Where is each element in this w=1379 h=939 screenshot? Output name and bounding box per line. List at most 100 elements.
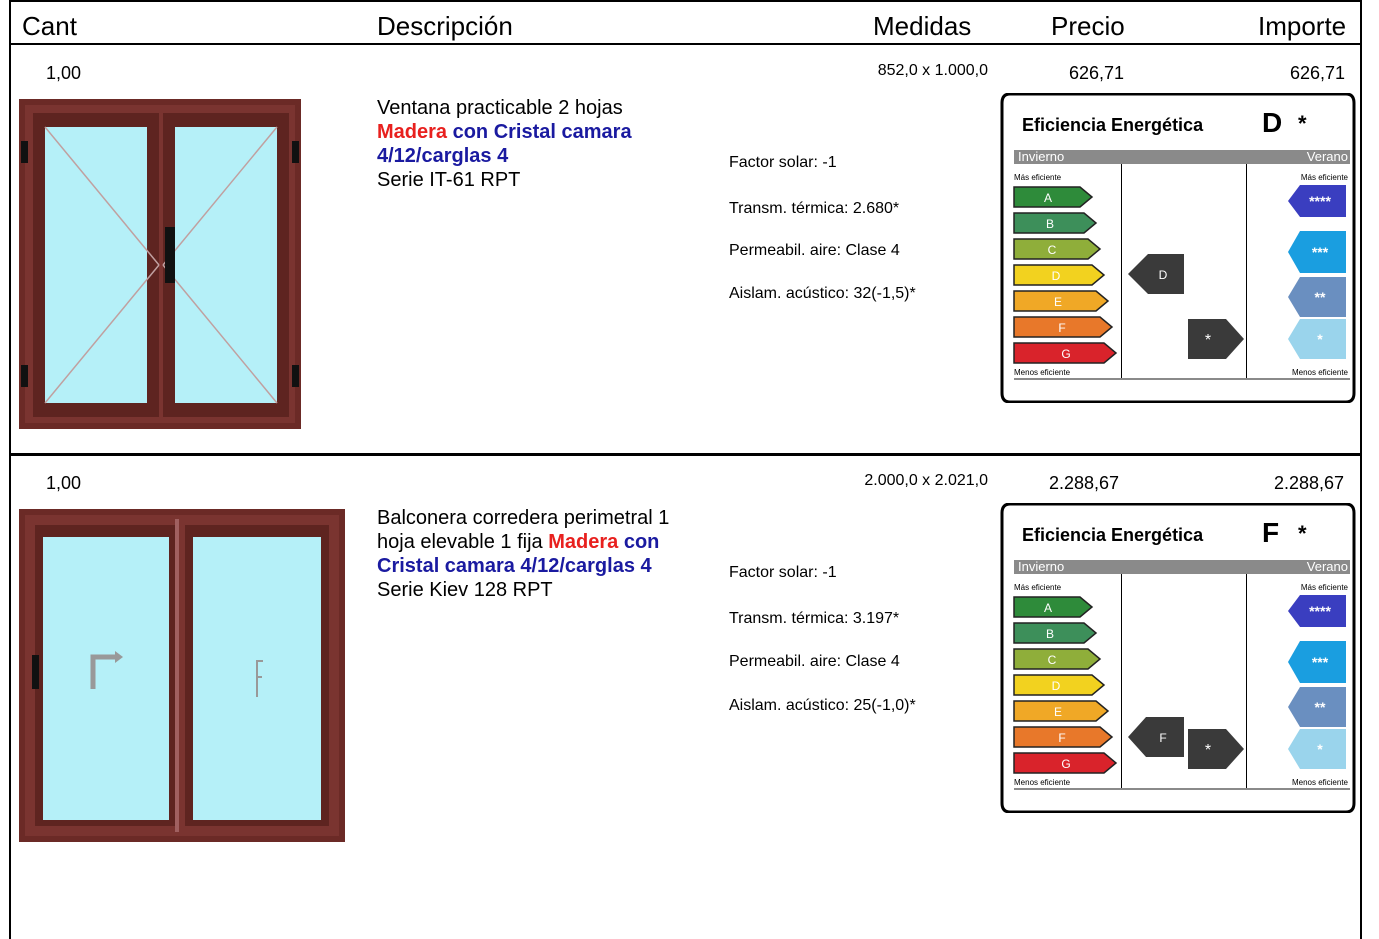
bottom-rule — [1014, 788, 1350, 790]
summer-class-3-text: *** — [1312, 244, 1329, 260]
divider-right — [1246, 164, 1247, 378]
acoustic-insulation: Aislam. acústico: 32(-1,5)* — [729, 285, 916, 302]
solar-factor: Factor solar: -1 — [729, 154, 837, 171]
energy-scale: A B C D E F G **** *** ** * D * — [1013, 185, 1346, 364]
summer-class-2: ** — [1288, 277, 1346, 317]
least-efficient-right: Menos eficiente — [1291, 368, 1348, 377]
winter-class-d-text: D — [1052, 679, 1061, 693]
winter-class-a: A — [1013, 186, 1094, 208]
thermal-transmittance: Transm. térmica: 2.680* — [729, 200, 900, 217]
winter-class-a-text: A — [1044, 601, 1052, 615]
air-permeability: Permeabil. aire: Clase 4 — [729, 653, 900, 670]
winter-pointer: D — [1128, 254, 1184, 294]
summer-class-2-text: ** — [1315, 699, 1326, 715]
header-cant: Cant — [22, 11, 77, 41]
summer-label: Verano — [1306, 559, 1348, 574]
item-price: 2.288,67 — [1049, 473, 1120, 493]
least-efficient-right: Menos eficiente — [1291, 778, 1348, 787]
summer-class-3: *** — [1288, 231, 1346, 273]
acoustic-insulation: Aislam. acústico: 25(-1,0)* — [729, 697, 916, 714]
bottom-rule — [1014, 378, 1350, 380]
winter-class-e-text: E — [1054, 295, 1062, 309]
item-description: Ventana practicable 2 hojas Madera con C… — [377, 96, 707, 192]
winter-class-c-text: C — [1048, 653, 1057, 667]
window-image — [19, 509, 345, 842]
winter-class-d: D — [1013, 674, 1106, 696]
summer-pointer: * — [1188, 729, 1244, 769]
summer-class-1-text: * — [1317, 331, 1323, 347]
summer-class-4-text: **** — [1309, 603, 1331, 619]
winter-class-c: C — [1013, 648, 1102, 670]
least-efficient-left: Menos eficiente — [1014, 368, 1071, 377]
divider-right — [1246, 574, 1247, 788]
winter-class-c: C — [1013, 238, 1102, 260]
summer-class-1-text: * — [1317, 741, 1323, 757]
winter-class-g-text: G — [1061, 757, 1070, 771]
winter-pointer: F — [1128, 717, 1184, 757]
winter-class-b: B — [1013, 212, 1098, 234]
season-bar — [1014, 560, 1350, 574]
item-total: 626,71 — [1290, 63, 1346, 83]
energy-label: Eficiencia Energética D * Invierno Veran… — [1000, 93, 1356, 403]
summer-pointer-text: * — [1205, 332, 1211, 349]
material-label: Madera — [548, 531, 619, 553]
summer-pointer-text: * — [1205, 742, 1211, 759]
thermal-transmittance: Transm. térmica: 3.197* — [729, 610, 900, 627]
header-precio: Precio — [1051, 11, 1125, 41]
item-price: 626,71 — [1069, 63, 1125, 83]
winter-class-d-text: D — [1052, 269, 1061, 283]
series-label: Serie IT-61 RPT — [377, 169, 521, 191]
summer-pointer: * — [1188, 319, 1244, 359]
season-bar — [1014, 150, 1350, 164]
winter-class-b-text: B — [1046, 217, 1054, 231]
most-efficient-right: Más eficiente — [1300, 173, 1348, 182]
winter-class-g: G — [1013, 342, 1118, 364]
winter-class-f-text: F — [1058, 731, 1065, 745]
winter-class-d: D — [1013, 264, 1106, 286]
winter-class-b-text: B — [1046, 627, 1054, 641]
summer-class-1: * — [1288, 729, 1346, 769]
winter-class-e-text: E — [1054, 705, 1062, 719]
energy-label: Eficiencia Energética F * Invierno Veran… — [1000, 503, 1356, 813]
glass-label: con Cristal camara 4/12/carglas 4 — [377, 121, 632, 167]
winter-class-b: B — [1013, 622, 1098, 644]
glass-label: con Cristal camara 4/12/carglas 4 — [377, 531, 660, 577]
air-permeability: Permeabil. aire: Clase 4 — [729, 242, 900, 259]
winter-class-g: G — [1013, 752, 1118, 774]
item-total: 2.288,67 — [1274, 473, 1345, 493]
description-text: Balconera corredera perimetral 1 hoja el… — [377, 507, 670, 553]
energy-scale: A B C D E F G **** *** ** * F * — [1013, 595, 1346, 774]
energy-grade: D — [1262, 107, 1283, 138]
summer-class-4: **** — [1288, 595, 1346, 627]
divider-left — [1121, 164, 1122, 378]
most-efficient-left: Más eficiente — [1014, 583, 1062, 592]
window-image — [19, 99, 301, 429]
winter-label: Invierno — [1018, 149, 1065, 164]
least-efficient-left: Menos eficiente — [1014, 778, 1071, 787]
description-text: Ventana practicable 2 hojas — [377, 97, 623, 119]
winter-pointer-text: D — [1159, 268, 1168, 282]
summer-class-2-text: ** — [1315, 289, 1326, 305]
winter-class-e: E — [1013, 290, 1110, 312]
most-efficient-left: Más eficiente — [1014, 173, 1062, 182]
summer-class-3: *** — [1288, 641, 1346, 683]
winter-label: Invierno — [1018, 559, 1065, 574]
item-measurements: 852,0 x 1.000,0 — [877, 62, 988, 79]
winter-class-f-text: F — [1058, 321, 1065, 335]
summer-class-1: * — [1288, 319, 1346, 359]
energy-star: * — [1298, 521, 1307, 546]
winter-class-f: F — [1013, 726, 1114, 748]
most-efficient-right: Más eficiente — [1300, 583, 1348, 592]
summer-label: Verano — [1306, 149, 1348, 164]
item-quantity: 1,00 — [46, 63, 82, 83]
header-importe: Importe — [1258, 11, 1347, 41]
solar-factor: Factor solar: -1 — [729, 564, 837, 581]
winter-class-f: F — [1013, 316, 1114, 338]
table-frame — [9, 0, 1362, 939]
material-label: Madera — [377, 121, 448, 143]
energy-title: Eficiencia Energética — [1022, 525, 1204, 545]
summer-class-4: **** — [1288, 185, 1346, 217]
winter-class-g-text: G — [1061, 347, 1070, 361]
energy-title: Eficiencia Energética — [1022, 115, 1204, 135]
header-medidas: Medidas — [873, 11, 972, 41]
